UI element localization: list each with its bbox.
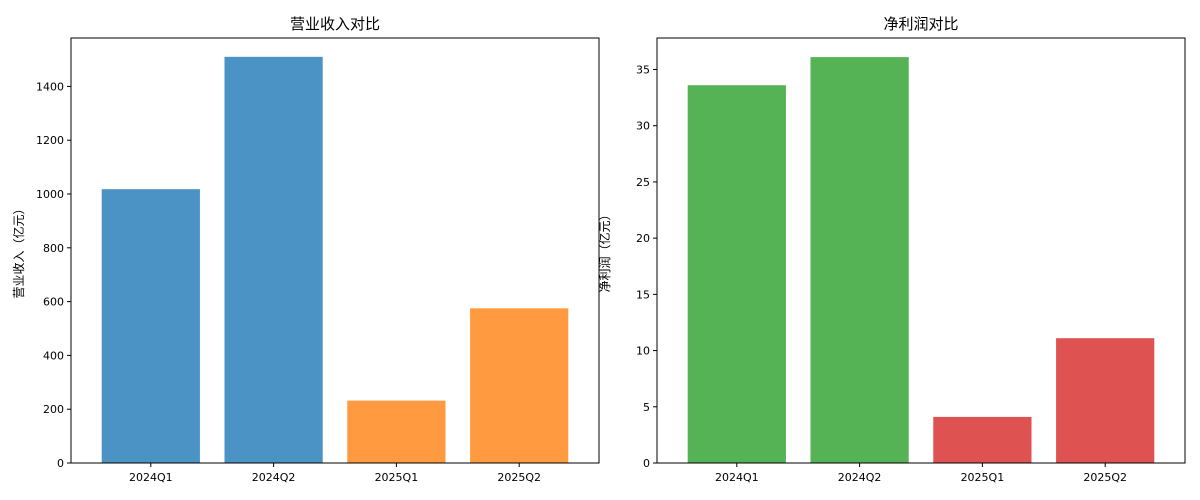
net-profit-y-tick-label: 5	[643, 401, 650, 414]
revenue-y-tick-label: 400	[43, 349, 64, 362]
revenue-x-tick-label: 2024Q1	[129, 471, 173, 484]
net-profit-y-tick-label: 0	[643, 457, 650, 470]
net-profit-y-axis-label: 净利润（亿元）	[597, 208, 612, 292]
revenue-x-tick-label: 2024Q2	[252, 471, 296, 484]
revenue-chart-title: 营业收入对比	[290, 15, 380, 33]
revenue-y-tick-label: 800	[43, 242, 64, 255]
revenue-y-tick-label: 1200	[36, 134, 64, 147]
revenue-x-tick-label: 2025Q1	[375, 471, 419, 484]
net-profit-x-tick-label: 2025Q1	[961, 471, 1005, 484]
net-profit-x-tick-label: 2024Q1	[715, 471, 759, 484]
net-profit-x-tick-label: 2024Q2	[838, 471, 882, 484]
net-profit-bar-2025q2	[1056, 338, 1155, 463]
revenue-y-tick-label: 1000	[36, 188, 64, 201]
revenue-y-tick-label: 1400	[36, 80, 64, 93]
revenue-bar-2025q2	[470, 308, 569, 463]
revenue-bar-2025q1	[347, 400, 446, 463]
net-profit-y-tick-label: 20	[636, 232, 650, 245]
net-profit-y-tick-label: 15	[636, 288, 650, 301]
revenue-y-tick-label: 0	[57, 457, 64, 470]
revenue-y-axis-label: 营业收入（亿元）	[11, 202, 26, 298]
net-profit-chart-title: 净利润对比	[883, 15, 958, 33]
net-profit-bar-2025q1	[933, 416, 1032, 463]
revenue-chart-panel: 2024Q1 2024Q2 2025Q1 2025Q2 0 200 400 600 800 100…	[11, 15, 600, 484]
net-profit-x-tick-label: 2025Q2	[1083, 471, 1127, 484]
net-profit-y-tick-label: 35	[636, 63, 650, 76]
revenue-x-tick-label: 2025Q2	[497, 471, 541, 484]
net-profit-y-tick-label: 10	[636, 345, 650, 358]
net-profit-chart-panel: 2024Q1 2024Q2 2025Q1 2025Q2 0 5 10 15 20 25 30 35 净利…	[597, 15, 1186, 484]
revenue-axes-frame	[70, 37, 600, 464]
revenue-bar-2024q1	[101, 189, 200, 463]
net-profit-y-tick-label: 25	[636, 176, 650, 189]
net-profit-y-tick-label: 30	[636, 120, 650, 133]
net-profit-axes-frame	[656, 37, 1186, 464]
revenue-y-tick-label: 600	[43, 296, 64, 309]
net-profit-bar-2024q1	[687, 85, 786, 463]
net-profit-bar-2024q2	[810, 57, 909, 463]
revenue-y-tick-label: 200	[43, 403, 64, 416]
revenue-bar-2024q2	[224, 56, 323, 464]
